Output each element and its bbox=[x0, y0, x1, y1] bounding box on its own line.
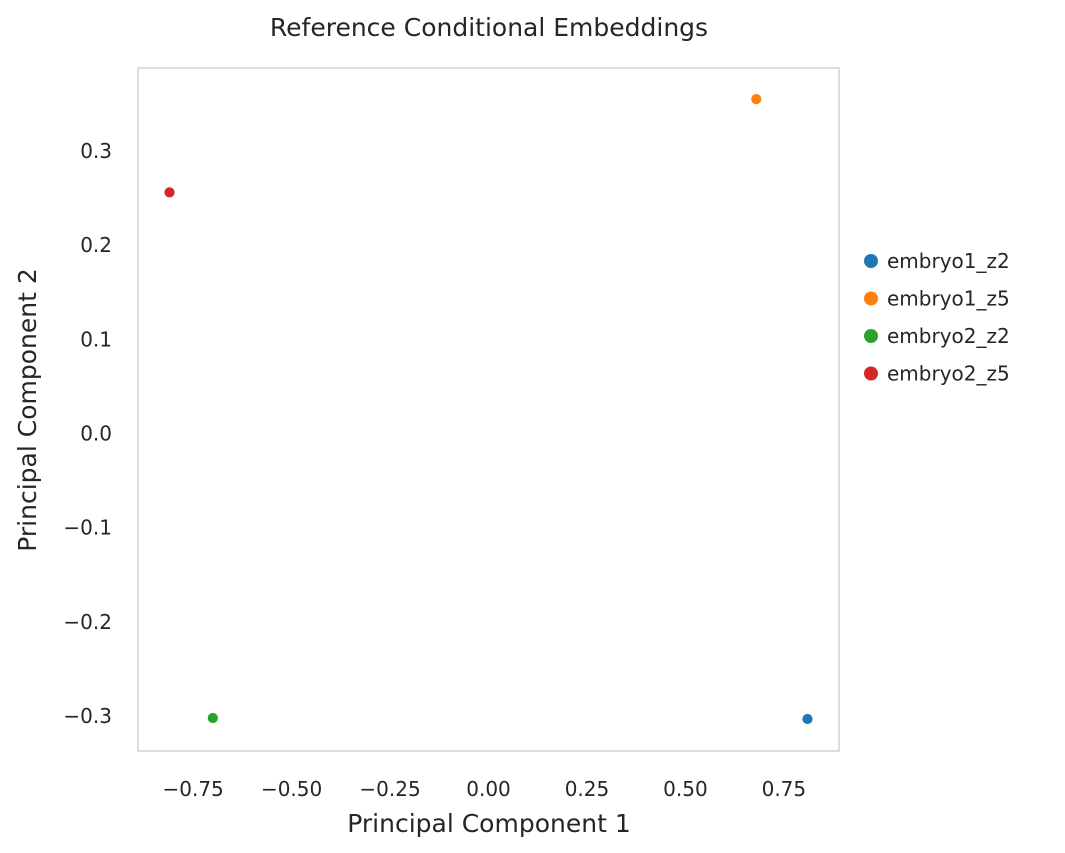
x-tick-label: −0.75 bbox=[162, 777, 223, 801]
plot-area bbox=[137, 67, 840, 752]
legend-marker bbox=[864, 291, 878, 306]
chart-title: Reference Conditional Embeddings bbox=[270, 13, 708, 42]
legend-label: embryo1_z5 bbox=[887, 287, 1010, 311]
y-axis-label: Principal Component 2 bbox=[13, 268, 42, 551]
x-tick-label: −0.25 bbox=[359, 777, 420, 801]
y-tick-label: 0.3 bbox=[80, 139, 112, 163]
x-tick-label: 0.25 bbox=[565, 777, 610, 801]
y-tick-label: −0.3 bbox=[63, 704, 112, 728]
y-axis-ticks: 0.3 0.2 0.1 0.0 −0.1 −0.2 −0.3 bbox=[63, 139, 112, 728]
y-tick-label: 0.1 bbox=[80, 327, 112, 351]
data-point-embryo1-z5 bbox=[750, 93, 763, 105]
legend-label: embryo2_z2 bbox=[887, 324, 1010, 348]
data-point-embryo2-z5 bbox=[163, 186, 176, 199]
x-axis-ticks: −0.75 −0.50 −0.25 0.00 0.25 0.50 0.75 bbox=[162, 777, 806, 801]
y-tick-label: −0.2 bbox=[63, 610, 112, 634]
x-tick-label: 0.50 bbox=[663, 777, 708, 801]
x-tick-label: 0.00 bbox=[466, 777, 511, 801]
legend-label: embryo2_z5 bbox=[887, 362, 1010, 386]
x-tick-label: −0.50 bbox=[261, 777, 322, 801]
y-tick-label: 0.2 bbox=[80, 233, 112, 257]
x-axis-label: Principal Component 1 bbox=[347, 809, 630, 838]
x-tick-label: 0.75 bbox=[762, 777, 807, 801]
data-point-embryo1-z2 bbox=[801, 713, 814, 725]
legend-marker bbox=[864, 254, 878, 268]
y-tick-label: 0.0 bbox=[80, 422, 112, 446]
legend-marker bbox=[864, 329, 878, 343]
y-tick-label: −0.1 bbox=[63, 516, 112, 540]
data-points bbox=[163, 93, 814, 725]
legend-marker bbox=[864, 366, 878, 381]
legend-label: embryo1_z2 bbox=[887, 249, 1010, 273]
data-point-embryo2-z2 bbox=[206, 712, 219, 724]
legend: embryo1_z2 embryo1_z5 embryo2_z2 embryo2_z5 bbox=[864, 249, 1010, 386]
